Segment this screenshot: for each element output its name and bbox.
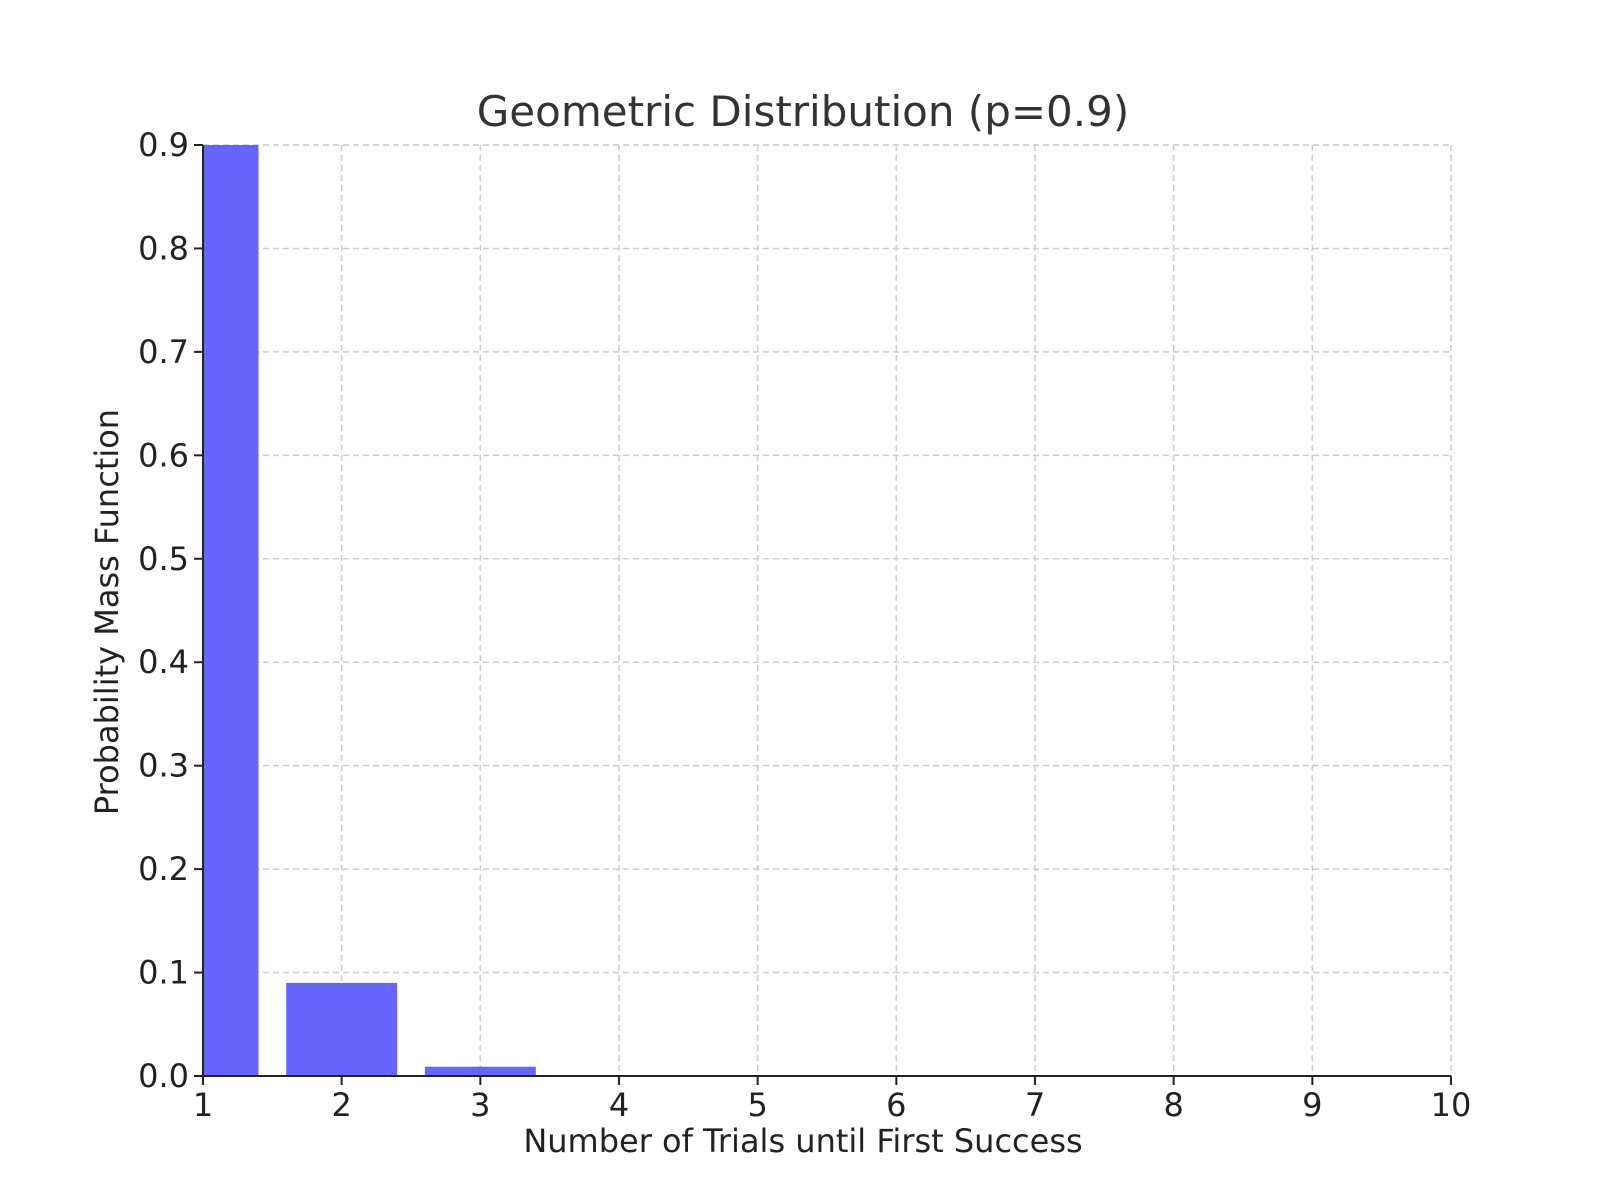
bars — [203, 145, 1230, 1076]
x-tick-label-7: 7 — [1025, 1086, 1045, 1124]
y-tick-label-0.8: 0.8 — [138, 229, 189, 267]
y-tick-label-0.7: 0.7 — [138, 333, 189, 371]
y-tick-label-0.4: 0.4 — [138, 643, 189, 681]
grid — [202, 144, 1452, 1077]
y-ticks: 0.0 0.1 0.2 0.3 0.4 0.5 0.6 0.7 0.8 0.9 — [138, 126, 203, 1095]
x-tick-label-4: 4 — [609, 1086, 629, 1124]
y-tick-label-0.0: 0.0 — [138, 1057, 189, 1095]
y-tick-label-0.6: 0.6 — [138, 436, 189, 474]
axes — [202, 145, 1451, 1077]
bar-2 — [286, 982, 398, 1076]
x-tick-label-9: 9 — [1302, 1086, 1322, 1124]
x-axis-label: Number of Trials until First Success — [523, 1122, 1082, 1160]
x-ticks: 1 2 3 4 5 6 7 8 9 10 — [193, 1076, 1472, 1124]
y-tick-label-0.2: 0.2 — [138, 850, 189, 888]
y-tick-label-0.9: 0.9 — [138, 126, 189, 164]
x-tick-label-2: 2 — [331, 1086, 351, 1124]
bar-3 — [424, 1066, 536, 1076]
y-tick-label-0.1: 0.1 — [138, 954, 189, 992]
x-tick-label-6: 6 — [886, 1086, 906, 1124]
y-tick-label-0.3: 0.3 — [138, 747, 189, 785]
bar-1 — [203, 145, 259, 1076]
x-tick-label-8: 8 — [1163, 1086, 1183, 1124]
x-tick-label-1: 1 — [193, 1086, 213, 1124]
chart-title: Geometric Distribution (p=0.9) — [477, 87, 1129, 136]
x-tick-label-3: 3 — [470, 1086, 490, 1124]
y-axis-label: Probability Mass Function — [88, 409, 126, 815]
x-tick-label-10: 10 — [1431, 1086, 1472, 1124]
x-tick-label-5: 5 — [747, 1086, 767, 1124]
y-tick-label-0.5: 0.5 — [138, 540, 189, 578]
